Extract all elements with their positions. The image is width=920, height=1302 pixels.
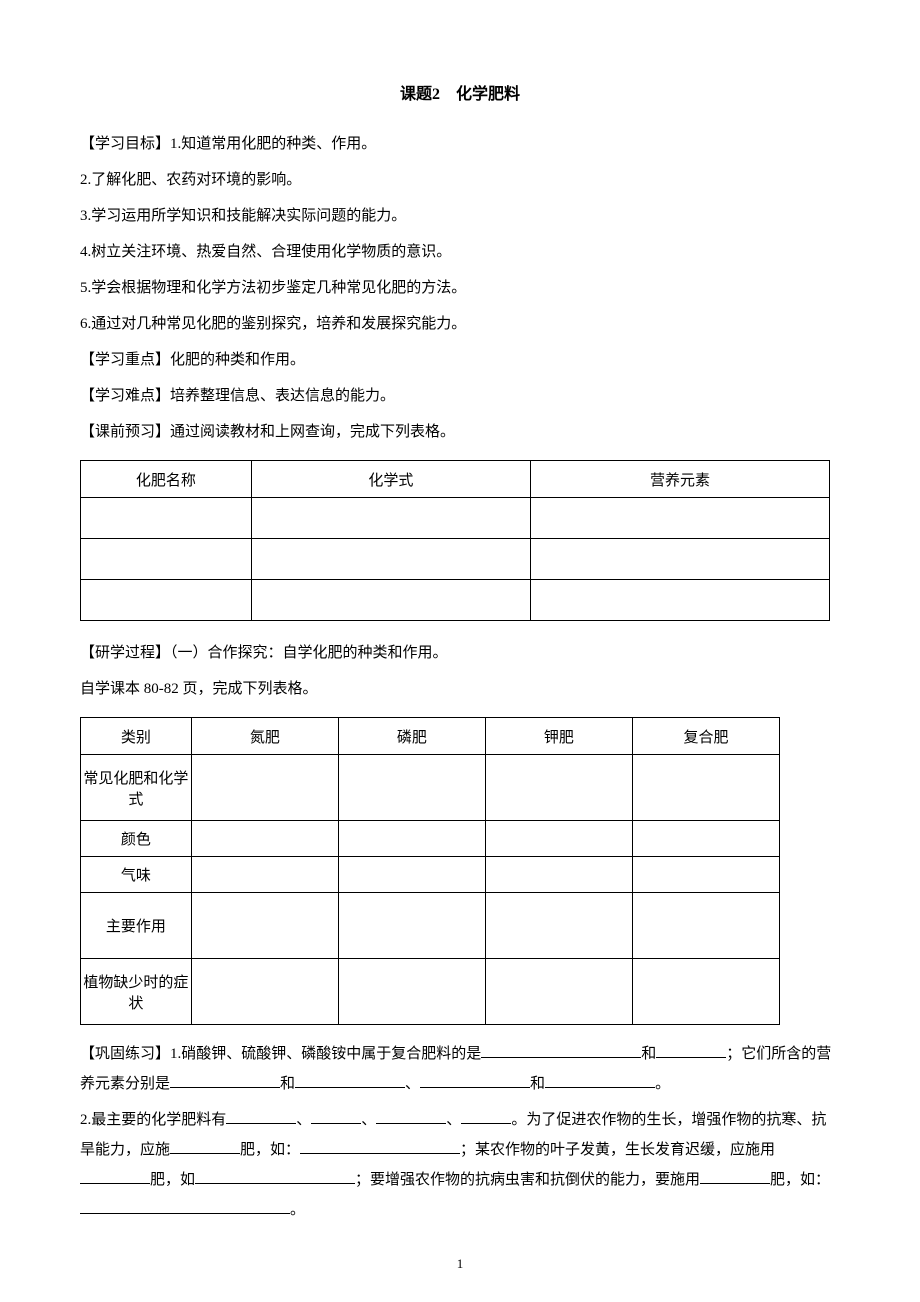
goal-item: 2.了解化肥、农药对环境的影响。: [80, 162, 840, 198]
table-row: [81, 580, 830, 621]
row-label-common: 常见化肥和化学式: [81, 755, 192, 821]
document-page: 课题2 化学肥料 【学习目标】1.知道常用化肥的种类、作用。 2.了解化肥、农药…: [0, 0, 920, 1302]
blank: [656, 1043, 726, 1058]
blank: [226, 1109, 296, 1124]
goal-item: 4.树立关注环境、热爱自然、合理使用化学物质的意识。: [80, 234, 840, 270]
goal-item: 5.学会根据物理和化学方法初步鉴定几种常见化肥的方法。: [80, 270, 840, 306]
practice-q2: 2.最主要的化学肥料有、、、。为了促进农作物的生长，增强作物的抗寒、抗旱能力，应…: [80, 1105, 840, 1225]
blank: [376, 1109, 446, 1124]
blank: [545, 1073, 655, 1088]
q2-text: 、: [296, 1112, 311, 1128]
col-header-n: 氮肥: [191, 718, 338, 755]
page-number: 1: [0, 1256, 920, 1272]
blank: [170, 1073, 280, 1088]
table-header-row: 化肥名称 化学式 营养元素: [81, 461, 830, 498]
q2-text: 。: [290, 1202, 305, 1218]
fertilizer-category-table: 类别 氮肥 磷肥 钾肥 复合肥 常见化肥和化学式 颜色 气味 主要作用 植物缺少…: [80, 717, 780, 1025]
q1-text: 。: [655, 1076, 670, 1092]
blank: [80, 1199, 290, 1214]
table-header-row: 类别 氮肥 磷肥 钾肥 复合肥: [81, 718, 780, 755]
col-header-p: 磷肥: [338, 718, 485, 755]
study-focus: 【学习重点】化肥的种类和作用。: [80, 342, 840, 378]
row-label-function: 主要作用: [81, 893, 192, 959]
blank: [481, 1043, 641, 1058]
goal-item: 3.学习运用所学知识和技能解决实际问题的能力。: [80, 198, 840, 234]
blank: [461, 1109, 511, 1124]
col-header-compound: 复合肥: [632, 718, 779, 755]
q1-text: 和: [530, 1076, 545, 1092]
process-heading: 【研学过程】（一）合作探究：自学化肥的种类和作用。: [80, 635, 840, 671]
q2-text: 2.最主要的化学肥料有: [80, 1112, 226, 1128]
q1-text: 和: [280, 1076, 295, 1092]
q2-text: 肥，如：: [240, 1142, 300, 1158]
study-difficulty: 【学习难点】培养整理信息、表达信息的能力。: [80, 378, 840, 414]
q1-text: 、: [405, 1076, 420, 1092]
col-header-nutrient: 营养元素: [531, 461, 830, 498]
q2-text: ；某农作物的叶子发黄，生长发育迟缓，应施用: [460, 1142, 775, 1158]
col-header-formula: 化学式: [251, 461, 530, 498]
blank: [80, 1169, 150, 1184]
row-label-smell: 气味: [81, 857, 192, 893]
blank: [700, 1169, 770, 1184]
table-row: 植物缺少时的症状: [81, 959, 780, 1025]
col-header-name: 化肥名称: [81, 461, 252, 498]
q2-text: 肥，如: [150, 1172, 195, 1188]
blank: [420, 1073, 530, 1088]
process-sub: 自学课本 80-82 页，完成下列表格。: [80, 671, 840, 707]
row-label-color: 颜色: [81, 821, 192, 857]
q2-text: 肥，如：: [770, 1172, 830, 1188]
document-title: 课题2 化学肥料: [80, 80, 840, 104]
blank: [195, 1169, 355, 1184]
blank: [295, 1073, 405, 1088]
q2-text: ；要增强农作物的抗病虫害和抗倒伏的能力，要施用: [355, 1172, 700, 1188]
fertilizer-name-table: 化肥名称 化学式 营养元素: [80, 460, 830, 621]
goals-heading: 【学习目标】1.知道常用化肥的种类、作用。: [80, 126, 840, 162]
practice-q1: 【巩固练习】1.硝酸钾、硫酸钾、磷酸铵中属于复合肥料的是和；它们所含的营养元素分…: [80, 1039, 840, 1099]
col-header-k: 钾肥: [485, 718, 632, 755]
q1-text: 1.硝酸钾、硫酸钾、磷酸铵中属于复合肥料的是: [170, 1046, 481, 1062]
goal-item: 6.通过对几种常见化肥的鉴别探究，培养和发展探究能力。: [80, 306, 840, 342]
q2-text: 、: [361, 1112, 376, 1128]
col-header-category: 类别: [81, 718, 192, 755]
table-row: 主要作用: [81, 893, 780, 959]
q2-text: 、: [446, 1112, 461, 1128]
table-row: [81, 498, 830, 539]
preview-heading: 【课前预习】通过阅读教材和上网查询，完成下列表格。: [80, 414, 840, 450]
table-row: [81, 539, 830, 580]
blank: [170, 1139, 240, 1154]
row-label-deficiency: 植物缺少时的症状: [81, 959, 192, 1025]
table-row: 颜色: [81, 821, 780, 857]
table-row: 常见化肥和化学式: [81, 755, 780, 821]
q1-text: 和: [641, 1046, 656, 1062]
blank: [300, 1139, 460, 1154]
blank: [311, 1109, 361, 1124]
table-row: 气味: [81, 857, 780, 893]
practice-label: 【巩固练习】: [80, 1046, 170, 1062]
